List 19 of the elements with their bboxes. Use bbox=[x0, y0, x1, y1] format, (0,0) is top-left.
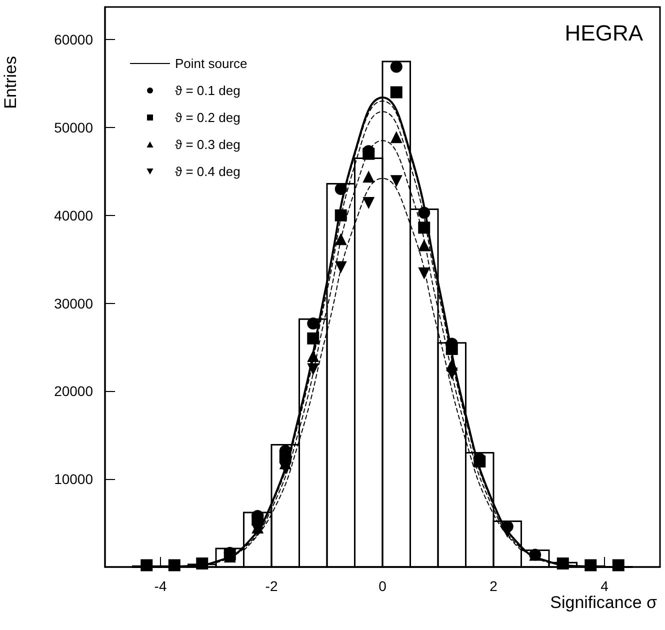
legend-label: ϑ = 0.2 deg bbox=[175, 110, 240, 125]
legend-label: ϑ = 0.1 deg bbox=[175, 83, 240, 98]
x-tick-label: 4 bbox=[600, 578, 609, 594]
y-tick-label: 50000 bbox=[54, 119, 94, 136]
x-tick-label: -2 bbox=[265, 578, 278, 594]
x-tick-label: 0 bbox=[378, 578, 387, 594]
legend-label: ϑ = 0.3 deg bbox=[175, 137, 240, 152]
x-axis-title: Significance σ bbox=[550, 593, 658, 612]
y-tick-label: 20000 bbox=[54, 383, 94, 400]
x-tick-label: -4 bbox=[154, 578, 167, 594]
y-tick-label: 40000 bbox=[54, 207, 94, 224]
y-tick-label: 60000 bbox=[54, 32, 94, 48]
y-tick-label: 30000 bbox=[54, 295, 94, 312]
legend-label: ϑ = 0.4 deg bbox=[175, 164, 240, 179]
x-tick-label: 2 bbox=[490, 578, 498, 594]
annotation: HEGRA bbox=[564, 20, 644, 46]
y-tick-label: 10000 bbox=[54, 471, 94, 488]
legend-label: Point source bbox=[175, 56, 248, 71]
y-axis-title: Entries bbox=[1, 56, 20, 109]
